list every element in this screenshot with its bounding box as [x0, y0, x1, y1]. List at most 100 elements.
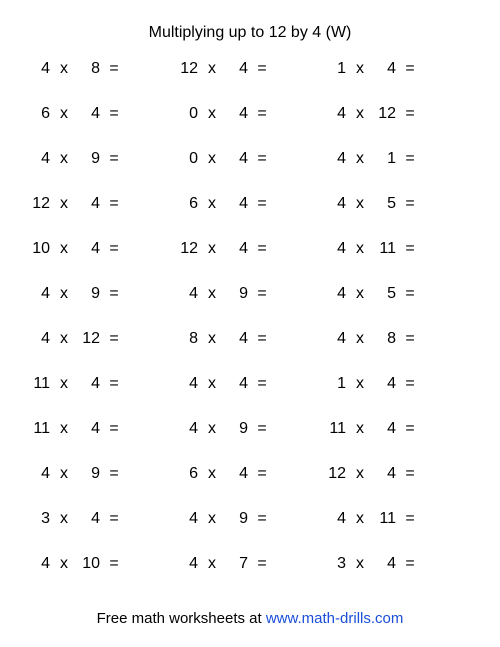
operand-b: 4	[374, 375, 396, 393]
operator: x	[198, 150, 226, 168]
problem: 11x4=	[28, 420, 176, 438]
problems-grid: 4x8=12x4=1x4=6x4=0x4=4x12=4x9=0x4=4x1=12…	[0, 60, 500, 573]
operator: x	[198, 105, 226, 123]
operand-b: 9	[78, 465, 100, 483]
operand-a: 3	[324, 555, 346, 573]
equals-sign: =	[100, 510, 128, 528]
problem: 11x4=	[28, 375, 176, 393]
operator: x	[50, 465, 78, 483]
problem: 4x8=	[324, 330, 472, 348]
problem: 4x9=	[176, 420, 324, 438]
operator: x	[346, 195, 374, 213]
page-title: Multiplying up to 12 by 4 (W)	[0, 0, 500, 60]
problem: 12x4=	[28, 195, 176, 213]
operand-a: 10	[28, 240, 50, 258]
operator: x	[50, 330, 78, 348]
operand-b: 8	[78, 60, 100, 78]
operator: x	[346, 150, 374, 168]
operand-b: 4	[78, 510, 100, 528]
operand-a: 4	[176, 420, 198, 438]
operand-a: 12	[324, 465, 346, 483]
equals-sign: =	[100, 555, 128, 573]
equals-sign: =	[396, 330, 424, 348]
operator: x	[198, 555, 226, 573]
operand-b: 4	[226, 465, 248, 483]
operand-b: 4	[78, 375, 100, 393]
operator: x	[198, 510, 226, 528]
equals-sign: =	[396, 420, 424, 438]
operand-b: 5	[374, 285, 396, 303]
operand-b: 4	[226, 330, 248, 348]
operand-a: 4	[324, 105, 346, 123]
operand-a: 1	[324, 375, 346, 393]
equals-sign: =	[248, 105, 276, 123]
operator: x	[346, 555, 374, 573]
operator: x	[50, 555, 78, 573]
problem: 4x8=	[28, 60, 176, 78]
operand-a: 4	[28, 150, 50, 168]
equals-sign: =	[100, 420, 128, 438]
operand-b: 4	[78, 195, 100, 213]
equals-sign: =	[248, 420, 276, 438]
operand-b: 9	[226, 285, 248, 303]
operand-b: 4	[226, 240, 248, 258]
equals-sign: =	[396, 195, 424, 213]
problem: 4x9=	[176, 285, 324, 303]
problem: 4x7=	[176, 555, 324, 573]
operator: x	[50, 420, 78, 438]
problem: 12x4=	[176, 60, 324, 78]
equals-sign: =	[248, 285, 276, 303]
problem: 4x12=	[324, 105, 472, 123]
equals-sign: =	[396, 375, 424, 393]
footer-link[interactable]: www.math-drills.com	[266, 610, 404, 627]
operand-b: 9	[226, 420, 248, 438]
equals-sign: =	[248, 150, 276, 168]
equals-sign: =	[248, 330, 276, 348]
problem: 6x4=	[176, 465, 324, 483]
equals-sign: =	[248, 375, 276, 393]
problem: 4x9=	[176, 510, 324, 528]
operand-b: 4	[226, 375, 248, 393]
equals-sign: =	[100, 105, 128, 123]
operand-b: 1	[374, 150, 396, 168]
operator: x	[346, 105, 374, 123]
operand-a: 4	[176, 555, 198, 573]
operand-b: 9	[78, 150, 100, 168]
operand-a: 4	[324, 510, 346, 528]
operator: x	[50, 150, 78, 168]
operand-a: 4	[28, 465, 50, 483]
operand-b: 4	[226, 105, 248, 123]
operator: x	[50, 375, 78, 393]
equals-sign: =	[396, 60, 424, 78]
footer-prefix: Free math worksheets at	[97, 610, 266, 627]
equals-sign: =	[396, 150, 424, 168]
operand-a: 1	[324, 60, 346, 78]
operand-a: 11	[324, 420, 346, 438]
operand-b: 4	[374, 465, 396, 483]
problem: 4x9=	[28, 285, 176, 303]
operand-a: 4	[324, 330, 346, 348]
operand-b: 9	[226, 510, 248, 528]
operand-a: 4	[176, 285, 198, 303]
equals-sign: =	[100, 150, 128, 168]
operand-b: 4	[226, 60, 248, 78]
equals-sign: =	[396, 465, 424, 483]
operand-b: 4	[374, 555, 396, 573]
operand-a: 11	[28, 420, 50, 438]
equals-sign: =	[100, 330, 128, 348]
operand-b: 4	[374, 420, 396, 438]
operand-b: 4	[78, 420, 100, 438]
problem: 3x4=	[28, 510, 176, 528]
problem: 4x11=	[324, 510, 472, 528]
operand-b: 9	[78, 285, 100, 303]
problem: 4x9=	[28, 150, 176, 168]
operand-a: 6	[176, 195, 198, 213]
operand-a: 4	[28, 555, 50, 573]
equals-sign: =	[100, 375, 128, 393]
footer: Free math worksheets at www.math-drills.…	[0, 610, 500, 627]
problem: 1x4=	[324, 60, 472, 78]
operand-b: 4	[226, 195, 248, 213]
operator: x	[198, 240, 226, 258]
operand-b: 5	[374, 195, 396, 213]
operator: x	[198, 465, 226, 483]
